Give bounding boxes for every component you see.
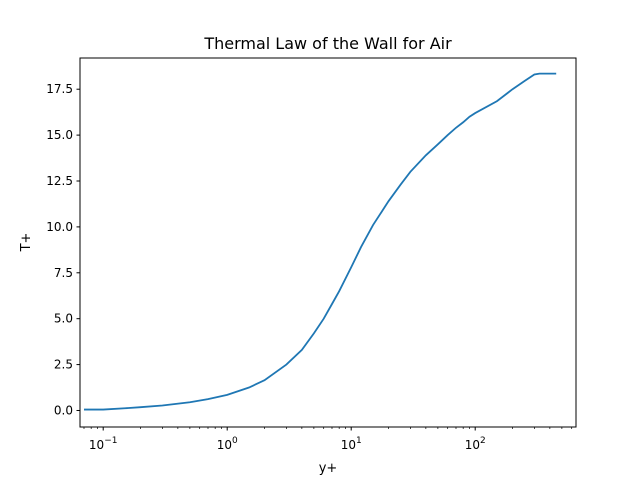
y-axis-ticks: 0.0 2.5 5.0 7.5 10.0 12.5 15.0 17.5 [46,82,80,417]
y-tick-label: 2.5 [54,358,73,372]
y-tick-label: 17.5 [46,82,73,96]
x-tick-label: 102 [465,436,486,452]
x-tick-label: 100 [217,436,238,452]
y-tick-label: 0.0 [54,403,73,417]
x-axis-ticks: 10−1 100 101 102 [83,427,573,452]
plot-area-frame [79,57,577,428]
y-tick-label: 10.0 [46,220,73,234]
series-line [83,72,557,411]
chart-title: Thermal Law of the Wall for Air [203,34,452,53]
y-tick-label: 5.0 [54,312,73,326]
series-layer [83,72,557,411]
y-tick-label: 12.5 [46,174,73,188]
y-tick-label: 7.5 [54,266,73,280]
x-tick-label: 101 [341,436,362,452]
x-axis-label: y+ [319,461,338,476]
y-axis-label: T+ [19,233,34,253]
x-tick-label: 10−1 [89,436,118,452]
y-tick-label: 15.0 [46,128,73,142]
